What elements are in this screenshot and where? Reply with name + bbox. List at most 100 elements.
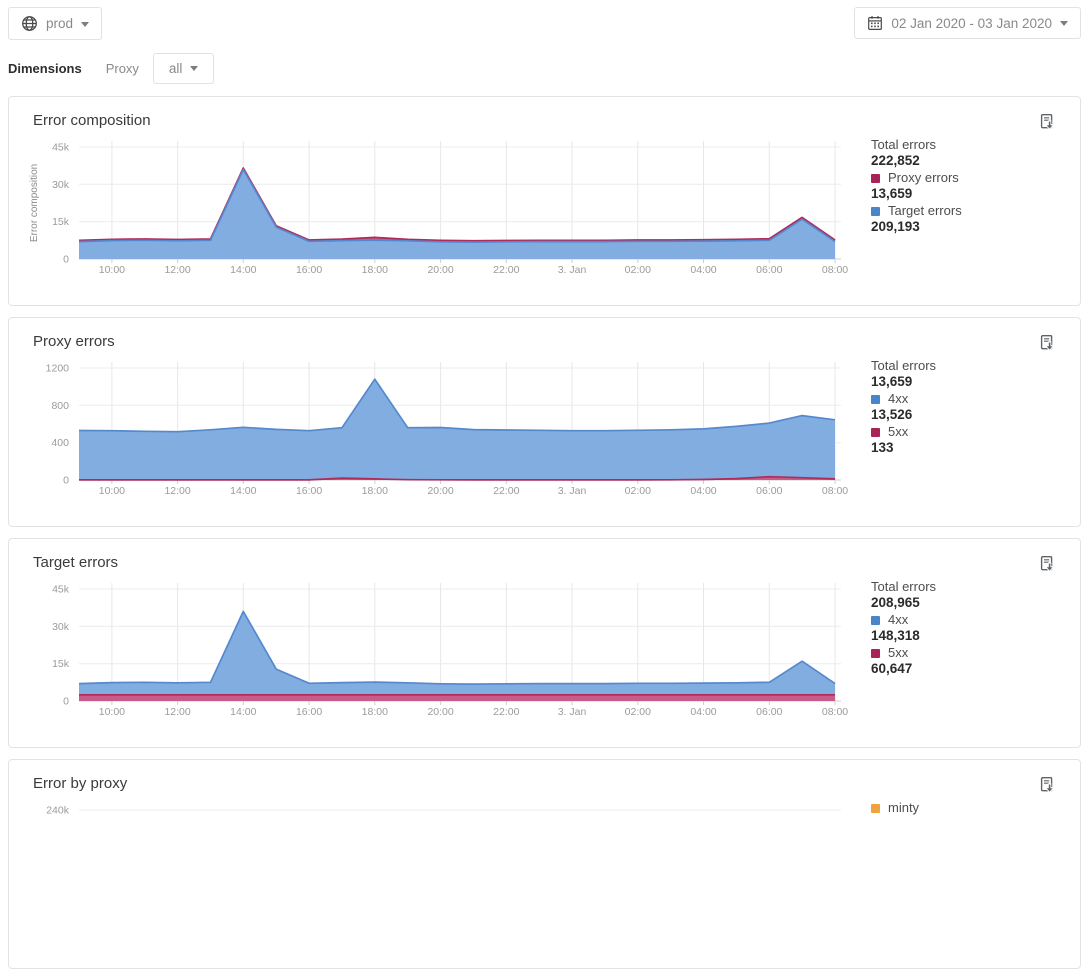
globe-icon [22, 16, 37, 31]
download-report-icon [1040, 335, 1055, 352]
legend-item: 4xx [871, 391, 1079, 407]
svg-text:20:00: 20:00 [427, 706, 453, 718]
svg-text:02:00: 02:00 [625, 485, 651, 497]
card-title: Proxy errors [33, 333, 115, 350]
svg-text:3. Jan: 3. Jan [558, 485, 587, 497]
legend-swatch-icon [871, 394, 880, 404]
svg-text:04:00: 04:00 [690, 485, 716, 497]
legend-item: minty [871, 800, 1079, 816]
error-composition-chart: 10:00 12:00 14:00 16:00 18:00 20:00 22:00 3. Ja… [21, 135, 849, 279]
legend-item-label: Proxy errors [888, 170, 959, 185]
svg-text:10:00: 10:00 [99, 706, 125, 718]
legend-total-label: Total errors [871, 137, 937, 152]
legend-swatch-icon [871, 803, 880, 813]
caret-down-icon [190, 66, 199, 71]
svg-text:16:00: 16:00 [296, 706, 322, 718]
error-composition-legend: Total errors 222,852 Proxy errors 13,659 … [849, 135, 1079, 279]
dashboard-cards: Error composition 10:00 12:00 14:00 16:00 18… [0, 96, 1089, 969]
svg-text:16:00: 16:00 [296, 264, 322, 276]
svg-text:14:00: 14:00 [230, 264, 256, 276]
legend-item-label: 4xx [888, 612, 909, 627]
svg-text:08:00: 08:00 [822, 264, 848, 276]
download-report-button[interactable] [1036, 332, 1058, 357]
download-report-button[interactable] [1036, 774, 1058, 799]
legend-total-label: Total errors [871, 358, 937, 373]
svg-text:800: 800 [51, 400, 69, 412]
legend-item: 5xx [871, 645, 1079, 661]
svg-text:06:00: 06:00 [756, 264, 782, 276]
svg-text:08:00: 08:00 [822, 485, 848, 497]
environment-selector[interactable]: prod [8, 7, 103, 40]
environment-label: prod [46, 16, 74, 31]
legend-total-value: 222,852 [871, 153, 920, 168]
download-report-button[interactable] [1036, 553, 1058, 578]
legend-swatch-icon [871, 206, 880, 216]
caret-down-icon [1060, 21, 1068, 26]
svg-text:12:00: 12:00 [164, 485, 190, 497]
date-range-selector[interactable]: 02 Jan 2020 - 03 Jan 2020 [854, 7, 1081, 39]
proxy-errors-legend: Total errors 13,659 4xx 13,526 5xx 133 [849, 356, 1079, 500]
svg-text:1200: 1200 [46, 363, 70, 375]
svg-text:02:00: 02:00 [625, 706, 651, 718]
error-by-proxy-chart: 240k [21, 798, 849, 942]
svg-text:22:00: 22:00 [493, 706, 519, 718]
svg-text:0: 0 [63, 254, 69, 266]
svg-text:12:00: 12:00 [164, 706, 190, 718]
legend-item-value: 60,647 [871, 661, 913, 676]
svg-text:3. Jan: 3. Jan [558, 706, 587, 718]
legend-item-value: 13,659 [871, 186, 913, 201]
download-report-button[interactable] [1036, 111, 1058, 136]
svg-text:04:00: 04:00 [690, 706, 716, 718]
svg-text:10:00: 10:00 [99, 485, 125, 497]
legend-item: 4xx [871, 612, 1079, 628]
legend-item: Proxy errors [871, 170, 1079, 186]
error-by-proxy-legend: minty [849, 798, 1079, 942]
card-target-errors: Target errors 10:00 12:00 14:00 16:00 18:00 2… [8, 538, 1081, 748]
proxy-errors-chart: 10:00 12:00 14:00 16:00 18:00 20:00 22:00 3. Ja… [21, 356, 849, 500]
svg-text:18:00: 18:00 [362, 706, 388, 718]
svg-text:Error composition: Error composition [29, 164, 40, 242]
svg-text:04:00: 04:00 [690, 264, 716, 276]
legend-item-value: 13,526 [871, 407, 913, 422]
proxy-filter-value: all [168, 60, 183, 76]
download-report-icon [1040, 777, 1055, 794]
legend-swatch-icon [871, 173, 880, 183]
svg-text:12:00: 12:00 [164, 264, 190, 276]
svg-text:10:00: 10:00 [99, 264, 125, 276]
legend-item: Target errors [871, 203, 1079, 219]
svg-text:06:00: 06:00 [756, 485, 782, 497]
svg-text:400: 400 [51, 437, 69, 449]
legend-item-value: 148,318 [871, 628, 920, 643]
topbar: prod 02 Jan 2020 - 03 Jan 2020 [0, 0, 1089, 40]
legend-swatch-icon [871, 427, 880, 437]
legend-item-label: Target errors [888, 203, 962, 218]
svg-text:14:00: 14:00 [230, 706, 256, 718]
svg-text:30k: 30k [52, 179, 70, 191]
svg-text:22:00: 22:00 [493, 485, 519, 497]
svg-text:45k: 45k [52, 142, 70, 154]
svg-text:20:00: 20:00 [427, 485, 453, 497]
card-error-by-proxy: Error by proxy 240k m [8, 759, 1081, 969]
legend-swatch-icon [871, 615, 880, 625]
download-report-icon [1040, 114, 1055, 131]
proxy-filter-select[interactable]: all [152, 52, 215, 84]
card-error-composition: Error composition 10:00 12:00 14:00 16:00 18… [8, 96, 1081, 306]
svg-text:20:00: 20:00 [427, 264, 453, 276]
svg-text:240k: 240k [46, 805, 70, 817]
svg-text:15k: 15k [52, 658, 70, 670]
card-title: Target errors [33, 554, 119, 571]
svg-text:0: 0 [63, 696, 69, 708]
legend-total-label: Total errors [871, 579, 937, 594]
filter-bar: Dimensions Proxy all [0, 40, 1089, 84]
svg-text:08:00: 08:00 [822, 706, 848, 718]
download-report-icon [1040, 556, 1055, 573]
svg-text:22:00: 22:00 [493, 264, 519, 276]
legend-total-value: 208,965 [871, 595, 920, 610]
card-proxy-errors: Proxy errors 10:00 12:00 14:00 16:00 18:00 20… [8, 317, 1081, 527]
svg-text:06:00: 06:00 [756, 706, 782, 718]
target-errors-chart: 10:00 12:00 14:00 16:00 18:00 20:00 22:00 3. Ja… [21, 577, 849, 721]
card-title: Error composition [33, 112, 151, 129]
svg-text:45k: 45k [52, 584, 70, 596]
legend-item-label: 4xx [888, 391, 909, 406]
target-errors-legend: Total errors 208,965 4xx 148,318 5xx 60,6… [849, 577, 1079, 721]
